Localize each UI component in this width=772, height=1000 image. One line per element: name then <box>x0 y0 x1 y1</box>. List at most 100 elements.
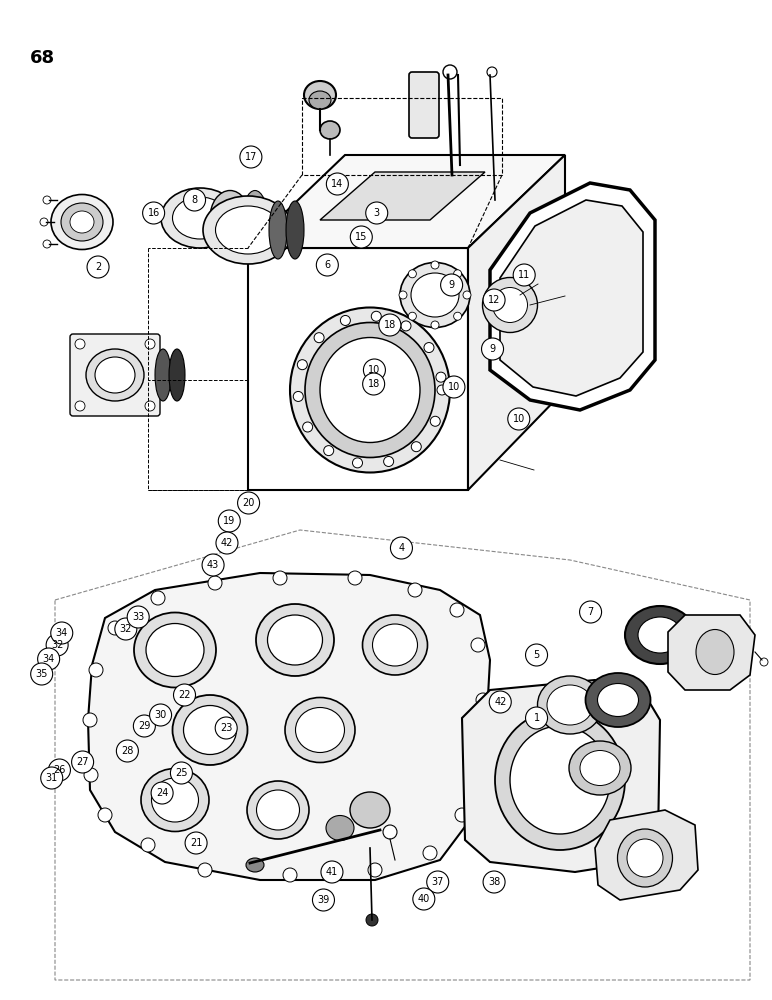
Circle shape <box>185 832 207 854</box>
Circle shape <box>413 888 435 910</box>
Ellipse shape <box>625 606 695 664</box>
Circle shape <box>436 372 446 382</box>
Circle shape <box>482 338 503 360</box>
Ellipse shape <box>510 726 610 834</box>
Circle shape <box>115 618 137 640</box>
Ellipse shape <box>296 708 344 752</box>
Circle shape <box>143 202 164 224</box>
Circle shape <box>368 863 382 877</box>
Text: 23: 23 <box>220 723 232 733</box>
Text: 11: 11 <box>518 270 530 280</box>
Ellipse shape <box>482 277 537 332</box>
Text: 33: 33 <box>132 612 144 622</box>
Circle shape <box>476 693 490 707</box>
Ellipse shape <box>286 201 304 259</box>
Circle shape <box>72 751 93 773</box>
Circle shape <box>526 707 547 729</box>
Circle shape <box>184 189 205 211</box>
Circle shape <box>327 173 348 195</box>
Ellipse shape <box>172 197 228 239</box>
Circle shape <box>441 274 462 296</box>
Ellipse shape <box>86 349 144 401</box>
Text: 39: 39 <box>317 895 330 905</box>
Ellipse shape <box>696 630 734 674</box>
Text: 29: 29 <box>138 721 151 731</box>
Circle shape <box>353 458 363 468</box>
Circle shape <box>87 256 109 278</box>
Circle shape <box>38 648 59 670</box>
Ellipse shape <box>618 829 672 887</box>
Ellipse shape <box>151 778 198 822</box>
Circle shape <box>363 373 384 395</box>
Circle shape <box>455 808 469 822</box>
Circle shape <box>366 914 378 926</box>
Ellipse shape <box>638 617 682 653</box>
Circle shape <box>46 634 68 656</box>
Text: 15: 15 <box>355 232 367 242</box>
Text: 7: 7 <box>587 607 594 617</box>
Circle shape <box>391 537 412 559</box>
Circle shape <box>384 456 394 466</box>
Text: 10: 10 <box>513 414 525 424</box>
Text: 43: 43 <box>207 560 219 570</box>
Ellipse shape <box>155 349 171 401</box>
Ellipse shape <box>569 741 631 795</box>
Ellipse shape <box>598 684 638 716</box>
Circle shape <box>379 314 401 336</box>
Polygon shape <box>595 810 698 900</box>
Ellipse shape <box>373 624 418 666</box>
Circle shape <box>215 717 237 739</box>
Ellipse shape <box>326 816 354 840</box>
FancyBboxPatch shape <box>70 334 160 416</box>
Ellipse shape <box>242 190 268 245</box>
Circle shape <box>350 226 372 248</box>
Circle shape <box>75 339 85 349</box>
Ellipse shape <box>256 604 334 676</box>
Circle shape <box>43 240 51 248</box>
Text: 9: 9 <box>449 280 455 290</box>
Circle shape <box>218 510 240 532</box>
Text: 21: 21 <box>190 838 202 848</box>
Circle shape <box>84 768 98 782</box>
Circle shape <box>317 254 338 276</box>
Ellipse shape <box>184 706 236 754</box>
Text: 5: 5 <box>533 650 540 660</box>
Circle shape <box>408 312 416 320</box>
Circle shape <box>240 146 262 168</box>
Text: 34: 34 <box>56 628 68 638</box>
Text: 9: 9 <box>489 344 496 354</box>
Ellipse shape <box>134 612 216 688</box>
Circle shape <box>580 601 601 623</box>
Ellipse shape <box>256 790 300 830</box>
Text: 10: 10 <box>368 365 381 375</box>
Circle shape <box>293 391 303 401</box>
Text: 41: 41 <box>326 867 338 877</box>
Text: 25: 25 <box>175 768 188 778</box>
Circle shape <box>198 863 212 877</box>
Polygon shape <box>248 155 565 248</box>
Ellipse shape <box>203 196 293 264</box>
Polygon shape <box>320 172 485 220</box>
Circle shape <box>145 401 155 411</box>
Circle shape <box>760 658 768 666</box>
Circle shape <box>513 264 535 286</box>
Circle shape <box>437 385 447 395</box>
Text: 40: 40 <box>418 894 430 904</box>
Circle shape <box>454 270 462 278</box>
Text: 4: 4 <box>398 543 405 553</box>
Text: 8: 8 <box>191 195 198 205</box>
Circle shape <box>31 663 52 685</box>
Circle shape <box>489 691 511 713</box>
Ellipse shape <box>290 308 450 473</box>
Ellipse shape <box>320 121 340 139</box>
Text: 42: 42 <box>221 538 233 548</box>
Circle shape <box>174 684 195 706</box>
Text: 35: 35 <box>36 669 48 679</box>
Ellipse shape <box>320 338 420 442</box>
Polygon shape <box>248 248 468 490</box>
Text: 10: 10 <box>448 382 460 392</box>
Circle shape <box>508 408 530 430</box>
Ellipse shape <box>304 81 336 109</box>
Ellipse shape <box>210 190 250 245</box>
Circle shape <box>443 376 465 398</box>
